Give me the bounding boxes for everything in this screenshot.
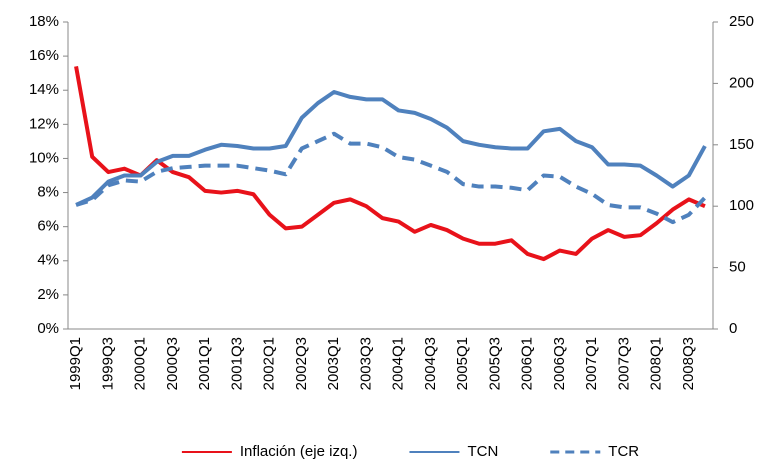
x-tick-label: 1999Q1 bbox=[67, 337, 84, 390]
x-tick-label: 2008Q3 bbox=[680, 337, 697, 390]
x-tick-label: 2001Q1 bbox=[196, 337, 213, 390]
legend-label: TCN bbox=[467, 443, 498, 460]
y-tick-label: 12% bbox=[29, 115, 59, 132]
x-tick-label: 2005Q1 bbox=[454, 337, 471, 390]
y2-tick-label: 0 bbox=[729, 320, 737, 337]
legend-label: TCR bbox=[608, 443, 639, 460]
y-tick-label: 6% bbox=[37, 218, 59, 235]
x-tick-label: 2007Q3 bbox=[615, 337, 632, 390]
series-line bbox=[75, 90, 707, 207]
legend-label: Inflación (eje izq.) bbox=[240, 443, 358, 460]
series-line bbox=[75, 131, 707, 225]
y2-tick-label: 250 bbox=[729, 13, 754, 30]
y2-tick-label: 150 bbox=[729, 136, 754, 153]
x-tick-label: 2003Q3 bbox=[357, 337, 374, 390]
x-tick-label: 2007Q1 bbox=[583, 337, 600, 390]
y-tick-label: 14% bbox=[29, 81, 59, 98]
y2-tick-label: 50 bbox=[729, 259, 746, 276]
x-tick-label: 2006Q3 bbox=[551, 337, 568, 390]
y-tick-label: 10% bbox=[29, 149, 59, 166]
y-tick-label: 16% bbox=[29, 47, 59, 64]
x-tick-label: 2001Q3 bbox=[228, 337, 245, 390]
x-tick-label: 2000Q3 bbox=[164, 337, 181, 390]
y2-tick-label: 200 bbox=[729, 74, 754, 91]
y-tick-label: 4% bbox=[37, 252, 59, 269]
y-tick-label: 2% bbox=[37, 286, 59, 303]
x-tick-label: 2002Q1 bbox=[261, 337, 278, 390]
y-tick-label: 18% bbox=[29, 13, 59, 30]
x-tick-label: 2005Q3 bbox=[486, 337, 503, 390]
x-tick-label: 2002Q3 bbox=[293, 337, 310, 390]
y-tick-label: 0% bbox=[37, 320, 59, 337]
y2-tick-label: 100 bbox=[729, 197, 754, 214]
x-tick-label: 2004Q1 bbox=[390, 337, 407, 390]
series-line bbox=[74, 65, 706, 262]
x-tick-label: 2006Q1 bbox=[519, 337, 536, 390]
x-tick-label: 2003Q1 bbox=[325, 337, 342, 390]
x-tick-label: 2008Q1 bbox=[648, 337, 665, 390]
x-tick-label: 2000Q1 bbox=[132, 337, 149, 390]
x-tick-label: 1999Q3 bbox=[99, 337, 116, 390]
y-tick-label: 8% bbox=[37, 184, 59, 201]
x-tick-label: 2004Q3 bbox=[422, 337, 439, 390]
